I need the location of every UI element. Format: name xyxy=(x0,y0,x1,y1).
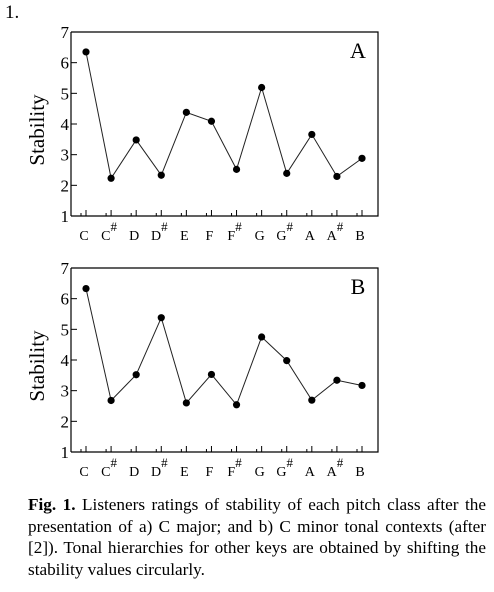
data-point xyxy=(107,396,115,405)
x-tick-label: F# xyxy=(227,219,242,244)
caption-label: Fig. 1. xyxy=(28,495,76,514)
x-tick-label: D# xyxy=(151,219,168,244)
data-point xyxy=(132,136,140,144)
y-tick-label: 3 xyxy=(61,146,70,165)
chart-a: 1 2 3 4 5 6 7 Stability A C C# D D# E F F# G G# A A# B xyxy=(25,23,379,244)
x-tick-label: B xyxy=(355,229,364,244)
x-tick-label: B xyxy=(355,465,364,480)
x-tick-label: A# xyxy=(327,219,344,244)
data-point xyxy=(232,165,241,173)
panel-label: B xyxy=(351,274,366,299)
data-point xyxy=(82,284,90,293)
data-point xyxy=(258,83,266,92)
x-tick-label: A xyxy=(305,229,316,244)
plot-frame xyxy=(71,267,379,453)
data-point xyxy=(333,172,341,181)
x-tick-label: F xyxy=(206,229,214,244)
x-tick-label: F# xyxy=(227,455,242,480)
data-point xyxy=(258,333,266,341)
data-point xyxy=(308,396,316,404)
x-tick-label: C xyxy=(79,229,88,244)
y-tick-label: 4 xyxy=(61,115,70,134)
data-point xyxy=(157,314,165,322)
y-tick-label: 5 xyxy=(61,84,70,103)
data-point xyxy=(182,399,190,407)
data-point xyxy=(308,130,316,139)
y-tick-label: 4 xyxy=(61,351,70,370)
figure-caption: Fig. 1. Listeners ratings of stability o… xyxy=(28,494,486,580)
x-tick-label: C# xyxy=(101,219,117,244)
data-point xyxy=(358,381,366,390)
data-point xyxy=(232,401,241,409)
y-tick-label: 3 xyxy=(61,382,70,401)
x-tick-label: G# xyxy=(276,219,293,244)
data-point xyxy=(207,370,216,379)
y-tick-label: 5 xyxy=(61,320,70,339)
caption-text: Listeners ratings of stability of each p… xyxy=(28,495,486,579)
x-tick-label: A xyxy=(305,465,316,480)
data-point xyxy=(283,357,291,365)
data-point xyxy=(82,48,90,56)
plot-frame xyxy=(71,31,379,217)
y-tick-label: 1 xyxy=(61,207,70,226)
series-line xyxy=(85,288,363,406)
data-point xyxy=(157,171,165,179)
data-point xyxy=(132,371,140,379)
page-label: 1. xyxy=(5,2,20,23)
data-point xyxy=(283,169,291,177)
x-tick-label: E xyxy=(180,229,189,244)
series-line xyxy=(85,51,363,180)
y-tick-label: 6 xyxy=(61,290,70,309)
y-tick-label: 2 xyxy=(61,412,70,431)
x-tick-label: G xyxy=(255,465,265,480)
y-tick-label: 1 xyxy=(61,443,70,462)
x-tick-label: D xyxy=(129,229,139,244)
x-tick-label: E xyxy=(180,465,189,480)
x-tick-label: F xyxy=(206,465,214,480)
y-axis-label: Stability xyxy=(25,94,49,166)
y-tick-label: 7 xyxy=(61,259,70,278)
x-tick-label: G# xyxy=(276,455,293,480)
data-point xyxy=(333,376,341,384)
y-tick-label: 7 xyxy=(61,23,70,42)
y-tick-label: 2 xyxy=(61,176,70,195)
panel-label: A xyxy=(350,38,366,63)
chart-b: 1 2 3 4 5 6 7 Stability B C C# D D# E F F# G G# A A# B xyxy=(25,259,379,480)
y-axis-label: Stability xyxy=(25,330,49,402)
x-tick-label: A# xyxy=(327,455,344,480)
data-point xyxy=(358,154,366,162)
x-tick-label: C xyxy=(79,465,88,480)
x-tick-label: G xyxy=(255,229,265,244)
data-point xyxy=(107,174,115,182)
x-tick-label: C# xyxy=(101,455,117,480)
y-tick-label: 6 xyxy=(61,54,70,73)
x-tick-label: D xyxy=(129,465,139,480)
data-point xyxy=(207,117,216,125)
x-tick-label: D# xyxy=(151,455,168,480)
data-point xyxy=(182,108,190,116)
